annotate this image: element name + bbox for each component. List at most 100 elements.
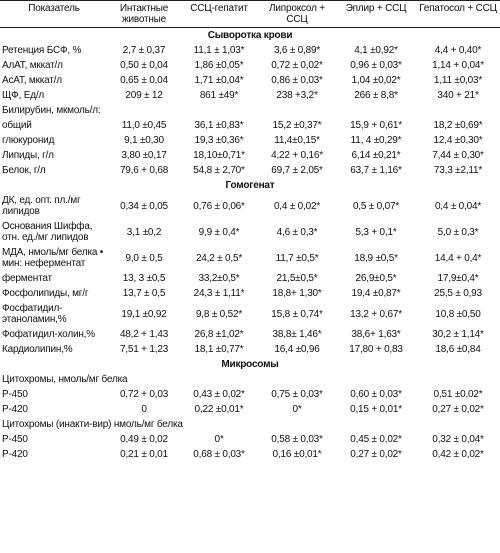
row-label: Цитохромы, нмоль/мг белка [2, 374, 128, 385]
value-cell: 17,80 + 0,83 [349, 344, 403, 355]
row-label: Фосфатидил-этаноламин,% [2, 303, 67, 325]
value-cell: 38,8± 1,46* [272, 329, 322, 340]
section-title: Гомогенат [225, 180, 275, 191]
value-cell: 25,5 ± 0,93 [434, 288, 482, 299]
value-cell: 0,60 ± 0,03* [350, 389, 402, 400]
value-cell: 17,9±0,4* [437, 273, 479, 284]
value-cell: 0,76 ± 0,06* [193, 200, 245, 212]
value-cell: 63,7 ± 1,16* [350, 165, 402, 176]
row-label: Цитохромы (инакти-вир) нмоль/мг белка [2, 419, 183, 430]
value-cell: 0,86 ± 0,03* [271, 75, 323, 86]
value-cell: 209 ± 12 [125, 90, 163, 101]
value-cell: 10,8 ±0,50 [435, 308, 481, 320]
header-cell: Показатель [0, 0, 108, 28]
value-cell: 69,7 ± 2,05* [271, 165, 323, 176]
data-row: МДА, нмоль/мг белка • мин: неферментат 9,… [0, 245, 500, 271]
section-title: Сыворотка крови [207, 30, 293, 41]
section-row: Сыворотка крови [0, 28, 500, 44]
value-cell: 11,7 ±0,5* [275, 252, 319, 264]
value-cell: 1,11 ±0,03* [433, 75, 483, 86]
value-cell: 4,1 ±0,92* [354, 45, 398, 56]
row-label: АсАТ, мккат/л [2, 75, 62, 86]
data-row: общий 11,0 ±0,45 36,1 ±0,83* 15,2 ±0,37* 15,… [0, 118, 500, 133]
value-cell: 0,21 ± 0,01 [120, 449, 168, 460]
value-cell: 3,6 ± 0,89* [273, 45, 321, 56]
value-cell: 18,9 ±0,5* [354, 252, 398, 264]
value-cell: 0,65 ± 0,04 [120, 75, 168, 86]
value-cell: 0,43 ± 0,02* [193, 389, 245, 400]
data-row: Белок, г/л 79,6 + 0,68 54,8 ± 2,70* 69,7 ± … [0, 163, 500, 178]
row-label: АлАТ, мккат/л [2, 60, 63, 71]
value-cell: 24,2 ± 0,5* [195, 252, 243, 264]
value-cell: 21,5±0,5* [276, 273, 318, 284]
row-label: глюкуронид [2, 135, 55, 146]
row-label: ЩФ, Ед/л [2, 90, 45, 101]
value-cell: 11,4±0,15* [274, 135, 320, 146]
value-cell: 1,86 ±0,05* [194, 60, 244, 71]
value-cell: 0 [141, 404, 147, 415]
value-cell: 0,75 ± 0,03* [271, 389, 323, 400]
row-label: ДК, ед. опт. пл./мг липидов [2, 195, 81, 217]
value-cell: 0,16 ±0,01* [272, 449, 322, 460]
value-cell: 7,51 + 1,23 [119, 344, 169, 355]
value-cell: 33,2±0,5* [198, 273, 240, 284]
value-cell: 238 +3,2* [276, 90, 318, 101]
value-cell: 4,22 + 0,16* [271, 150, 323, 161]
value-cell: 0,49 ± 0,02 [120, 434, 168, 445]
value-cell: 1,04 ±0,02* [351, 75, 401, 86]
value-cell: 0,72 ± 0,02* [271, 60, 323, 71]
value-cell: 0* [292, 404, 302, 415]
data-row: Р-420 0 0,22 ±0,01* 0* 0,15 + 0,01* 0,27 ± 0,… [0, 402, 500, 417]
value-cell: 0,32 ± 0,04* [432, 434, 484, 445]
header-cell: Гепатосол + ССЦ [416, 0, 500, 28]
value-cell: 79,6 + 0,68 [119, 165, 169, 176]
data-row: Фосфолипиды, мг/г 13,7 ± 0,5 24,3 ± 1,11* 1… [0, 286, 500, 301]
value-cell: 9,0 ± 0,5 [125, 252, 163, 264]
value-cell: 0,4 ± 0,04* [434, 200, 482, 212]
value-cell: 12,4 ±0,30* [433, 135, 483, 146]
row-label: МДА, нмоль/мг белка • мин: неферментат [2, 247, 104, 269]
value-cell: 266 ± 8,8* [354, 90, 398, 101]
row-label: Белок, г/л [2, 165, 46, 176]
row-label: общий [2, 120, 32, 131]
value-cell: 14,4 + 0,4* [434, 252, 482, 264]
value-cell: 18,8+ 1,30* [272, 288, 322, 299]
data-row: АлАТ, мккат/л 0,50 ± 0,04 1,86 ±0,05* 0,72 … [0, 58, 500, 73]
data-row: ДК, ед. опт. пл./мг липидов 0,34 ± 0,05 0,… [0, 193, 500, 219]
header-cell: Интактные животные [108, 0, 180, 28]
value-cell: 5,3 + 0,1* [355, 226, 397, 238]
value-cell: 19,3 ±0,36* [194, 135, 244, 146]
data-row: Кардиолипин,% 7,51 + 1,23 18,1 ±0,77* 16,4 … [0, 342, 500, 357]
row-label: Основания Шиффа, отн. ед./мг липидов [2, 221, 93, 243]
row-label: Р-420 [2, 449, 28, 460]
section-title: Микросомы [221, 359, 279, 370]
data-row: глюкуронид 9,1 ±0,30 19,3 ±0,36* 11,4±0,15*… [0, 133, 500, 148]
data-row: АсАТ, мккат/л 0,65 ± 0,04 1,71 ±0,04* 0,86 … [0, 73, 500, 88]
row-label: Ретенция БСФ, % [2, 45, 82, 56]
value-cell: 11, 4 ±0,29* [350, 135, 402, 146]
value-cell: 3,1 ±0,2 [126, 226, 162, 238]
value-cell: 0,22 ±0,01* [194, 404, 244, 415]
value-cell: 26,8 ±1,02* [194, 329, 244, 340]
value-cell: 18,1 ±0,77* [194, 344, 244, 355]
value-cell: 4,4 + 0,40* [434, 45, 482, 56]
value-cell: 9,1 ±0,30 [124, 135, 164, 146]
value-cell: 19,1 ±0,92 [121, 308, 167, 320]
data-table: Показатель Интактные животные ССЦ-гепатит Л… [0, 0, 500, 462]
value-cell: 861 ±49* [199, 90, 239, 101]
data-row: Р-420 0,21 ± 0,01 0,68 ± 0,03* 0,16 ±0,01* 0… [0, 447, 500, 462]
value-cell: 0,72 + 0,03 [119, 389, 169, 400]
value-cell: 18,6 ±0,84 [435, 344, 481, 355]
value-cell: 15,9 + 0,61* [350, 120, 402, 131]
value-cell: 5,0 ± 0,3* [437, 226, 479, 238]
value-cell: 73,3 ±2,11* [433, 165, 483, 176]
value-cell: 13,7 ± 0,5 [122, 288, 166, 299]
data-row: Липиды, г/л 3,80 ±0,17 18,10±0,71* 4,22 + 0… [0, 148, 500, 163]
row-label: Р-420 [2, 404, 28, 415]
value-cell: 0,5 ± 0,07* [352, 200, 400, 212]
value-cell: 11,1 ± 1,03* [193, 45, 245, 56]
value-cell: 16,4 ±0,96 [274, 344, 320, 355]
value-cell: 0,50 ± 0,04 [120, 60, 168, 71]
value-cell: 0,96 ± 0,03* [350, 60, 402, 71]
value-cell: 4,6 ± 0,3* [276, 226, 318, 238]
